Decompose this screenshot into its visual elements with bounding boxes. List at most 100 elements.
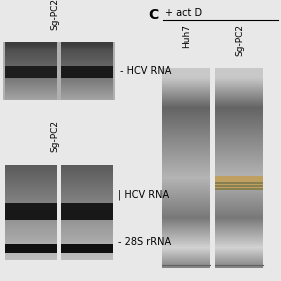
Bar [162, 116, 210, 117]
Bar [162, 157, 210, 158]
Bar [215, 145, 263, 146]
Bar [215, 175, 263, 176]
Bar [61, 218, 113, 219]
Bar [215, 200, 263, 201]
Bar [162, 152, 210, 153]
Bar [61, 188, 113, 189]
Bar [61, 210, 113, 211]
Bar [215, 216, 263, 217]
Bar [162, 153, 210, 154]
Bar [162, 126, 210, 127]
Bar [5, 228, 57, 229]
Bar [215, 153, 263, 154]
Bar [162, 221, 210, 222]
Bar [162, 82, 210, 83]
Bar [162, 240, 210, 241]
Bar [61, 176, 113, 177]
Bar [5, 95, 57, 96]
Bar [215, 215, 263, 216]
Bar [215, 75, 263, 76]
Bar [215, 107, 263, 108]
Bar [5, 63, 57, 64]
Bar [215, 76, 263, 77]
Bar [215, 186, 263, 187]
Bar [215, 110, 263, 111]
Bar [61, 181, 113, 182]
Bar [215, 201, 263, 202]
Bar [162, 70, 210, 71]
Bar [162, 186, 210, 187]
Bar [61, 66, 113, 67]
Bar [5, 230, 57, 231]
Bar [61, 65, 113, 66]
Bar [5, 50, 57, 51]
Bar [215, 236, 263, 237]
Bar [215, 212, 263, 213]
Bar [61, 78, 113, 79]
Bar [162, 158, 210, 159]
Bar [61, 174, 113, 175]
Bar [5, 183, 57, 184]
Bar [215, 177, 263, 178]
Bar [162, 247, 210, 248]
Bar [215, 202, 263, 203]
Bar [215, 182, 263, 184]
Bar [5, 171, 57, 172]
Bar [5, 97, 57, 98]
Bar [162, 223, 210, 224]
Bar [61, 203, 113, 220]
Bar [162, 188, 210, 189]
Bar [215, 132, 263, 133]
Bar [61, 45, 113, 46]
Bar [215, 176, 263, 177]
Bar [162, 189, 210, 190]
Bar [215, 257, 263, 258]
Bar [61, 242, 113, 243]
Bar [5, 57, 57, 58]
Bar [215, 104, 263, 105]
Bar [5, 82, 57, 83]
Bar [5, 237, 57, 238]
Bar [5, 204, 57, 205]
Bar [162, 250, 210, 251]
Bar [215, 136, 263, 137]
Bar [61, 221, 113, 222]
Bar [215, 248, 263, 249]
Text: Sg-PC2: Sg-PC2 [235, 24, 244, 56]
Bar [162, 187, 210, 188]
Bar [162, 203, 210, 204]
Bar [215, 79, 263, 80]
Text: Sg-PC2: Sg-PC2 [51, 0, 60, 30]
Bar [5, 241, 57, 242]
Bar [5, 56, 57, 57]
Bar [61, 258, 113, 259]
Bar [162, 91, 210, 92]
Bar [61, 67, 113, 68]
Bar [162, 84, 210, 85]
Bar [162, 222, 210, 223]
Bar [215, 81, 263, 82]
Bar [61, 212, 113, 213]
Bar [5, 43, 57, 44]
Bar [215, 221, 263, 222]
Bar [61, 80, 113, 81]
Bar [162, 236, 210, 237]
Bar [162, 103, 210, 104]
Bar [5, 170, 57, 171]
Bar [162, 229, 210, 230]
Bar [215, 123, 263, 124]
Bar [5, 186, 57, 187]
Bar [5, 216, 57, 217]
Bar [162, 237, 210, 238]
Bar [162, 265, 210, 266]
Bar [215, 256, 263, 257]
Bar [61, 246, 113, 247]
Bar [61, 184, 113, 185]
Bar [5, 52, 57, 53]
Bar [5, 252, 57, 253]
Bar [5, 248, 57, 249]
Bar [162, 145, 210, 146]
Bar [5, 254, 57, 255]
Bar [61, 236, 113, 237]
Bar [162, 135, 210, 136]
